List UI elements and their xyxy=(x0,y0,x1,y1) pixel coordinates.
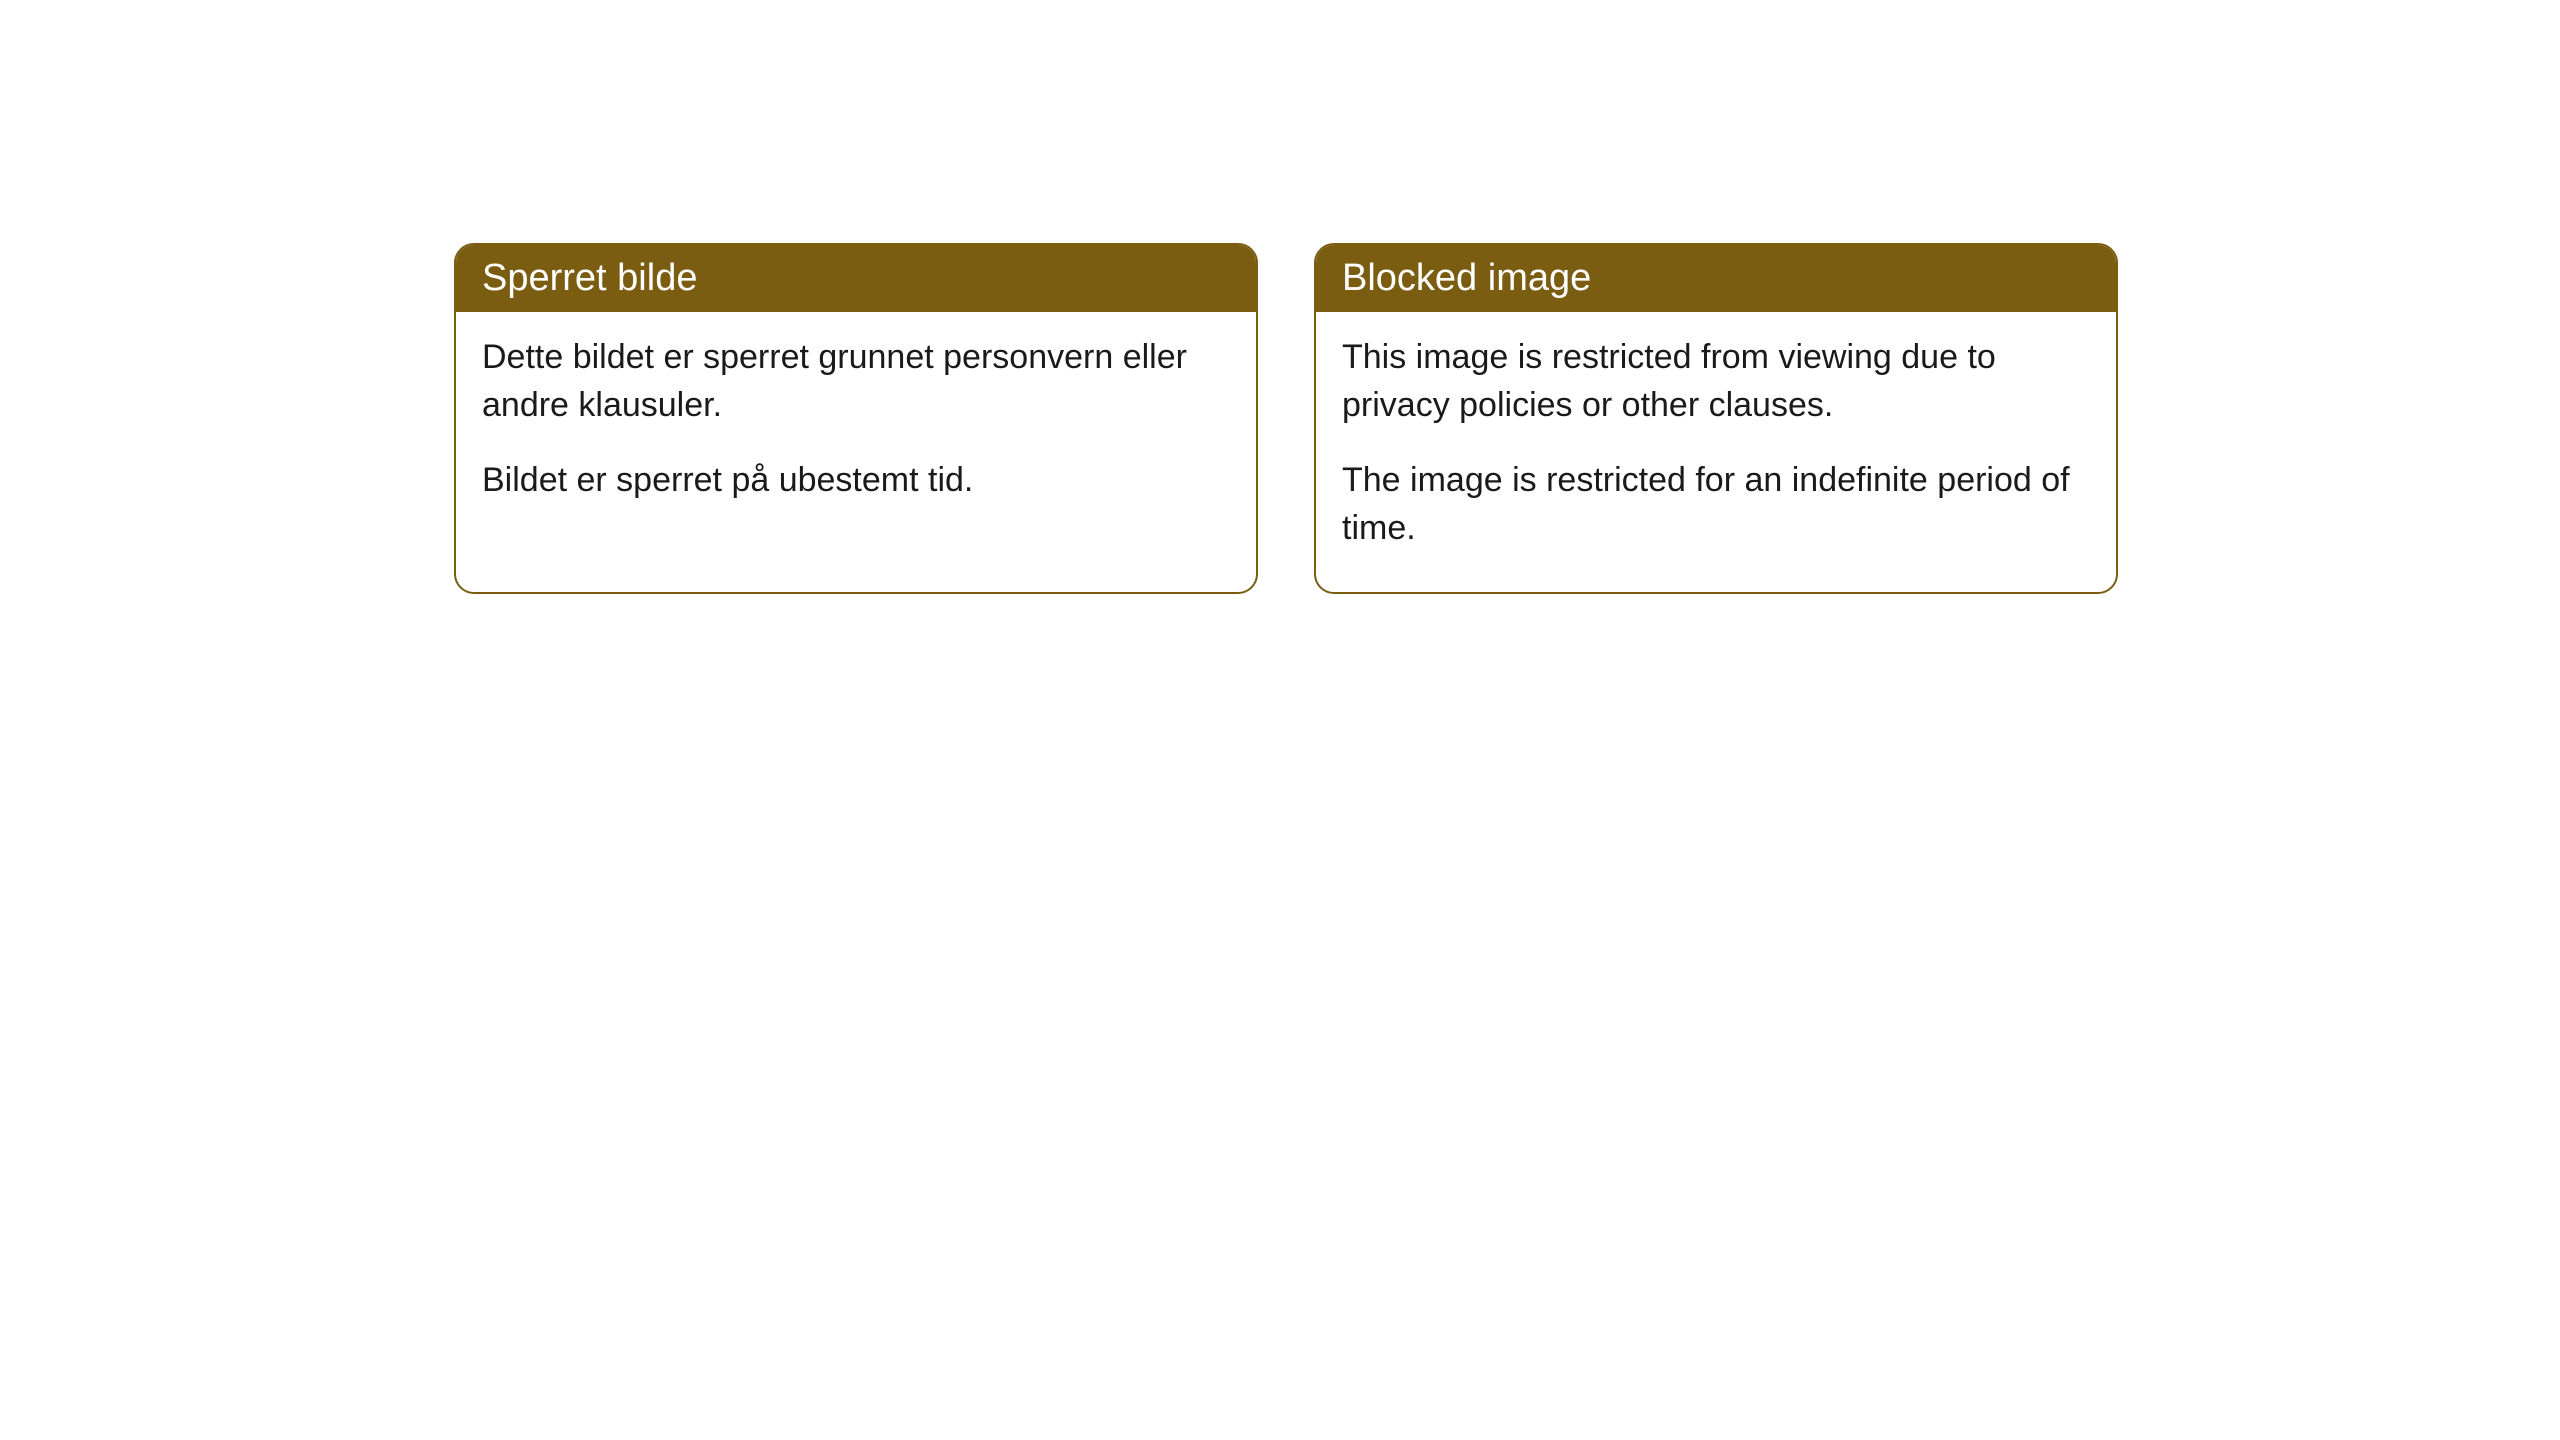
card-header-norwegian: Sperret bilde xyxy=(456,245,1256,312)
card-paragraph: Bildet er sperret på ubestemt tid. xyxy=(482,457,1230,505)
card-title: Sperret bilde xyxy=(482,257,697,299)
notice-container: Sperret bilde Dette bildet er sperret gr… xyxy=(454,243,2118,594)
card-paragraph: The image is restricted for an indefinit… xyxy=(1342,457,2090,552)
blocked-image-card-norwegian: Sperret bilde Dette bildet er sperret gr… xyxy=(454,243,1258,594)
card-paragraph: Dette bildet er sperret grunnet personve… xyxy=(482,334,1230,429)
card-body-norwegian: Dette bildet er sperret grunnet personve… xyxy=(456,312,1256,545)
card-body-english: This image is restricted from viewing du… xyxy=(1316,312,2116,592)
card-header-english: Blocked image xyxy=(1316,245,2116,312)
blocked-image-card-english: Blocked image This image is restricted f… xyxy=(1314,243,2118,594)
card-paragraph: This image is restricted from viewing du… xyxy=(1342,334,2090,429)
card-title: Blocked image xyxy=(1342,257,1591,299)
